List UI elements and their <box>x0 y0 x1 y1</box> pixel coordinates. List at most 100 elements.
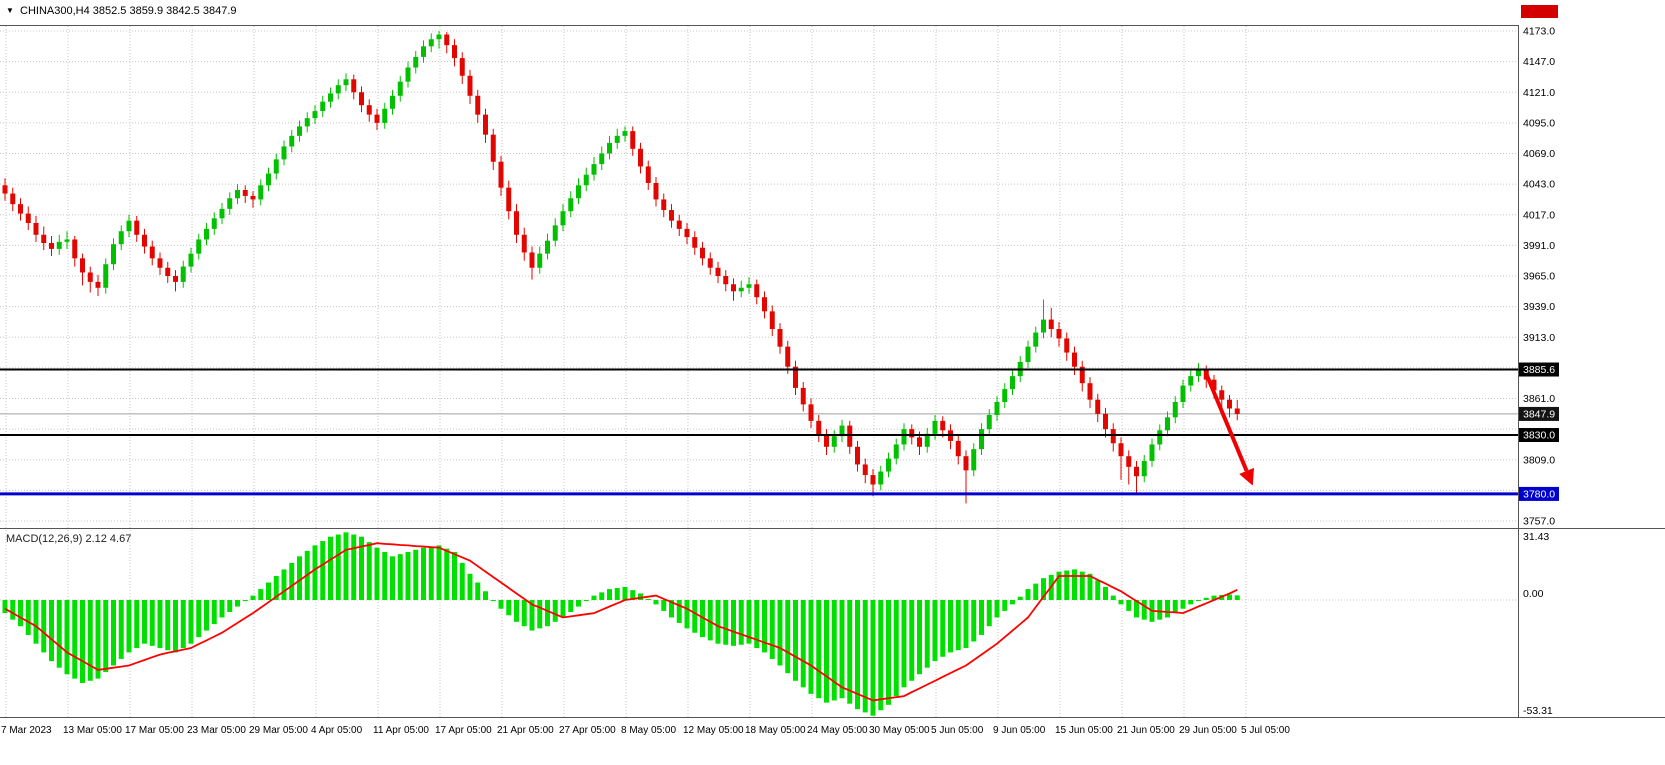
candle-body-up <box>180 266 186 282</box>
candle-body-up <box>56 241 62 249</box>
macd-histogram-bar <box>421 547 426 600</box>
macd-histogram-bar <box>33 600 39 644</box>
price-tick-label: 4121.0 <box>1523 87 1555 99</box>
candle-body-down <box>1134 466 1139 477</box>
macd-histogram-bar <box>800 600 806 688</box>
candle-body-down <box>459 58 465 76</box>
candle-body-up <box>436 34 442 40</box>
date-label: 21 Jun 05:00 <box>1117 725 1175 736</box>
candle-body-up <box>1141 460 1147 477</box>
price-tick-label: 3913.0 <box>1523 332 1555 344</box>
candle-body-up <box>320 101 326 112</box>
macd-histogram-bar <box>1196 600 1201 601</box>
candle-body-up <box>103 264 109 288</box>
macd-histogram-bar <box>560 600 566 618</box>
candle-body-down <box>529 252 535 268</box>
candle-body-up <box>924 433 930 447</box>
macd-histogram-bar <box>793 600 798 681</box>
macd-histogram-bar <box>855 600 860 710</box>
macd-indicator-label: MACD(12,26,9) 2.12 4.67 <box>6 533 132 545</box>
macd-histogram-bar <box>676 600 682 623</box>
macd-histogram-bar <box>328 536 333 600</box>
candle-body-down <box>630 131 636 149</box>
macd-histogram-bar <box>614 587 620 600</box>
candle-body-up <box>235 190 240 199</box>
macd-histogram-bar <box>1188 600 1194 605</box>
macd-histogram-bar <box>591 595 597 600</box>
candle-body-up <box>343 79 349 86</box>
macd-histogram-bar <box>80 600 85 683</box>
macd-histogram-bar <box>343 532 349 600</box>
candle-body-down <box>847 425 853 447</box>
macd-histogram-bar <box>289 562 295 600</box>
macd-histogram-bar <box>490 600 496 601</box>
candle-body-up <box>622 131 628 136</box>
candle-body-up <box>979 429 984 450</box>
macd-histogram-bar <box>638 593 643 600</box>
candle-body-down <box>1227 399 1232 409</box>
macd-histogram-bar <box>1072 569 1077 600</box>
price-tag-box <box>1519 362 1559 377</box>
candle-body-down <box>1118 443 1124 457</box>
macd-histogram-bar <box>10 600 16 620</box>
macd-histogram-bar <box>1180 600 1186 609</box>
candle-body-down <box>653 182 659 200</box>
symbol-dropdown-icon[interactable]: ▼ <box>6 6 14 15</box>
date-label: 23 Mar 05:00 <box>187 725 246 736</box>
macd-histogram-bar <box>335 534 341 600</box>
macd-histogram-bar <box>382 551 388 600</box>
macd-histogram-bar <box>669 600 674 618</box>
macd-histogram-bar <box>971 600 977 642</box>
price-tick-label: 4173.0 <box>1523 26 1555 38</box>
macd-histogram-bar <box>568 600 574 613</box>
macd-histogram-bar <box>134 600 140 649</box>
macd-histogram-bar <box>390 556 395 600</box>
macd-histogram-bar <box>599 592 605 600</box>
macd-histogram-bar <box>769 600 775 659</box>
candle-body-down <box>490 134 496 162</box>
macd-histogram-bar <box>87 600 93 681</box>
candle-body-up <box>289 135 295 147</box>
macd-histogram-bar <box>870 600 876 716</box>
macd-histogram-bar <box>831 600 837 701</box>
macd-histogram-bar <box>1010 600 1015 605</box>
candle-body-up <box>576 185 581 199</box>
macd-histogram-bar <box>886 600 891 705</box>
candle-body-down <box>661 199 667 211</box>
macd-histogram-bar <box>514 600 519 622</box>
macd-histogram-bar <box>467 573 473 600</box>
candle-body-up <box>204 228 209 240</box>
candle-body-up <box>328 93 333 102</box>
candle-body-down <box>1211 379 1217 391</box>
candle-body-up <box>591 164 597 175</box>
macd-histogram-bar <box>948 600 953 653</box>
candle-body-up <box>397 81 403 96</box>
candle-body-up <box>428 39 434 47</box>
candle-body-down <box>1110 429 1116 444</box>
candle-body-down <box>41 234 47 244</box>
macd-histogram-bar <box>64 600 70 675</box>
date-label: 27 Apr 05:00 <box>559 725 616 736</box>
price-tick-label: 4095.0 <box>1523 117 1555 129</box>
candle-body-up <box>1165 417 1170 431</box>
macd-histogram-bar <box>196 600 202 638</box>
macd-histogram-bar <box>1064 570 1070 600</box>
candle-body-down <box>940 420 946 431</box>
candle-body-up <box>382 108 388 123</box>
candle-body-down <box>715 267 721 276</box>
macd-histogram-bar <box>1234 595 1240 600</box>
candle-body-up <box>901 429 907 445</box>
macd-histogram-bar <box>893 600 899 697</box>
macd-histogram-bar <box>180 600 186 649</box>
chart-header: ▼ CHINA300,H4 3852.5 3859.9 3842.5 3847.… <box>0 0 1665 25</box>
macd-histogram-bar <box>188 600 194 644</box>
candle-body-up <box>932 420 938 434</box>
macd-histogram-bar <box>901 600 907 688</box>
macd-histogram-bar <box>219 600 225 618</box>
candle-body-down <box>793 366 798 388</box>
candle-body-down <box>676 220 682 229</box>
candle-body-up <box>839 425 845 437</box>
candle-body-down <box>707 258 713 268</box>
